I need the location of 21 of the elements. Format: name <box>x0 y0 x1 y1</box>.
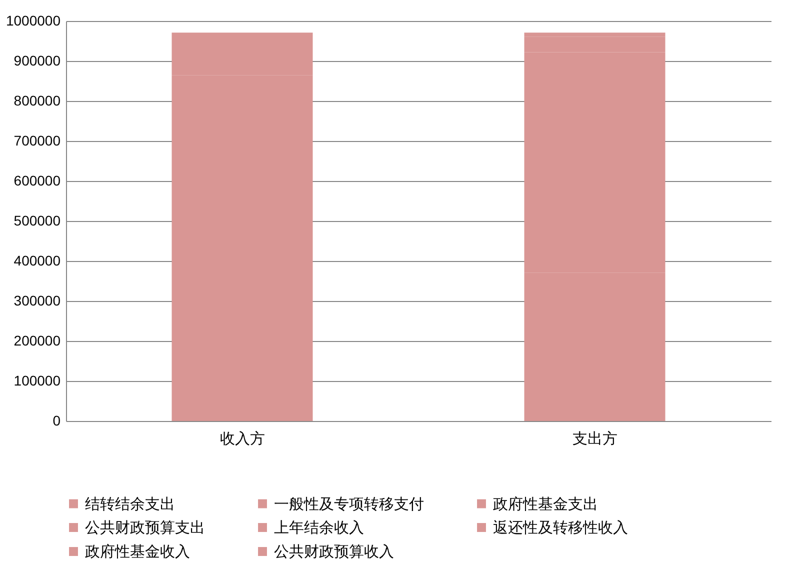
legend-label: 返还性及转移性收入 <box>493 520 628 536</box>
y-tick-label: 800000 <box>14 92 61 108</box>
legend-label: 公共财政预算支出 <box>85 520 205 536</box>
legend-label: 公共财政预算收入 <box>274 544 394 560</box>
legend-label: 政府性基金收入 <box>85 544 190 560</box>
y-tick-label: 300000 <box>14 292 61 308</box>
y-tick-label: 500000 <box>14 212 61 228</box>
legend-label: 政府性基金支出 <box>493 496 598 513</box>
y-tick-label: 100000 <box>14 372 61 388</box>
y-tick-label: 600000 <box>14 172 61 188</box>
y-tick-label: 400000 <box>14 252 61 268</box>
legend-label: 一般性及专项转移支付 <box>274 496 424 513</box>
y-tick-label: 0 <box>52 412 61 428</box>
y-tick-label: 1000000 <box>6 12 61 28</box>
x-tick-label: 支出方 <box>572 430 618 448</box>
y-tick-label: 200000 <box>14 332 61 348</box>
y-tick-label: 900000 <box>14 52 61 68</box>
y-tick-label: 700000 <box>14 132 61 148</box>
legend-label: 上年结余收入 <box>274 520 364 536</box>
legend-label: 结转结余支出 <box>85 496 175 513</box>
x-tick-label: 收入方 <box>220 430 265 448</box>
